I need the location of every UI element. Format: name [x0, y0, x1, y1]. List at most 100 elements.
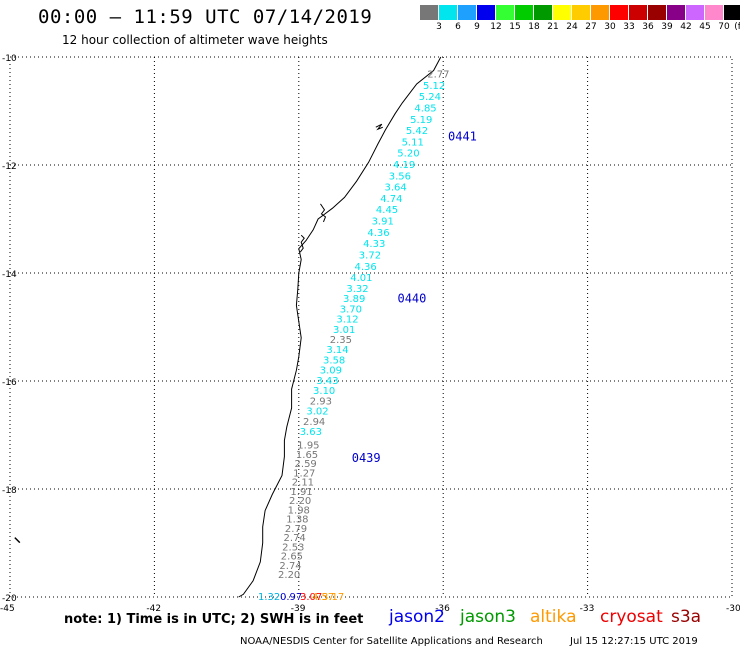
wave-height-reading: 4.57	[312, 592, 334, 603]
coastline	[238, 56, 442, 598]
wave-height-reading: 5.12	[423, 81, 445, 92]
color-scale-swatch	[572, 5, 591, 20]
wave-height-reading: 1.38	[286, 515, 308, 526]
wave-height-reading: 1.98	[288, 505, 310, 516]
longitude-tick-label: -36	[435, 604, 450, 614]
color-scale-swatch	[496, 5, 515, 20]
wave-height-reading: 1.27	[293, 468, 315, 479]
legend-item-s3a: s3a	[671, 607, 702, 627]
wave-height-reading: 2.65	[281, 552, 303, 563]
color-scale-label: (ft)	[734, 22, 740, 32]
wave-height-reading: 3.43	[316, 376, 338, 387]
color-scale-label: 18	[528, 22, 540, 32]
legend-item-altika: altika	[530, 607, 577, 627]
wave-height-reading: 2.53	[282, 542, 304, 553]
footer-timestamp: Jul 15 12:27:15 UTC 2019	[570, 636, 698, 647]
latitude-tick-label: -16	[2, 378, 17, 388]
wave-height-reading: 3.12	[336, 315, 358, 326]
color-scale-swatch	[591, 5, 610, 20]
wave-height-reading: 4.01	[350, 273, 372, 284]
color-scale-label: 36	[642, 22, 654, 32]
latitude-tick-label: -18	[2, 486, 17, 496]
footer: NOAA/NESDIS Center for Satellite Applica…	[240, 636, 722, 647]
wave-height-reading: 3.17	[322, 592, 344, 603]
wave-height-reading: 1.32	[258, 592, 280, 603]
wave-height-reading: 5.24	[419, 92, 441, 103]
latitude-tick-label: -20	[2, 594, 17, 604]
color-scale-swatch	[534, 5, 553, 20]
legend-item-jason3: jason3	[460, 607, 516, 627]
color-scale-swatch	[724, 5, 740, 20]
color-scale-swatch	[629, 5, 648, 20]
color-scale-swatch	[553, 5, 572, 20]
wave-height-reading: 4.33	[363, 239, 385, 250]
map-title: 00:00 – 11:59 UTC 07/14/2019	[38, 6, 373, 28]
wave-height-reading: 2.35	[330, 335, 352, 346]
color-scale-label: 27	[585, 22, 597, 32]
color-scale-label: 9	[474, 22, 480, 32]
color-scale-swatch	[420, 5, 439, 20]
color-scale-label: 30	[604, 22, 616, 32]
longitude-tick-label: -30	[726, 604, 740, 614]
color-scale-swatch	[686, 5, 705, 20]
wave-height-reading: 5.19	[410, 115, 432, 126]
wave-height-reading: 3.91	[372, 217, 394, 228]
color-scale-label: 70	[718, 22, 730, 32]
color-scale-swatch	[477, 5, 496, 20]
wave-height-reading: 2.20	[278, 570, 300, 581]
wave-height-reading: 1.91	[290, 487, 312, 498]
wave-height-reading: 3.14	[326, 345, 348, 356]
wave-height-reading: 3.07	[300, 592, 322, 603]
wave-height-reading: 5.42	[406, 126, 428, 137]
wave-height-reading: 3.64	[384, 183, 406, 194]
wave-height-reading: 4.74	[380, 194, 402, 205]
color-scale-label: 12	[490, 22, 502, 32]
wave-height-reading: 4.19	[393, 160, 415, 171]
color-scale-swatch	[705, 5, 724, 20]
latitude-tick-label: -14	[2, 270, 17, 280]
color-scale-label: 42	[680, 22, 692, 32]
wave-height-reading: 2.74	[279, 561, 301, 572]
island-outline	[299, 234, 305, 253]
longitude-tick-label: -45	[0, 604, 15, 614]
wave-height-reading: 5.20	[397, 149, 419, 160]
wave-height-reading: 2.77	[427, 70, 449, 81]
wave-height-reading: 3.89	[343, 294, 365, 305]
wave-height-reading: 3.72	[359, 250, 381, 261]
latitude-tick-label: -12	[2, 162, 17, 172]
offshore-island	[14, 537, 21, 544]
wave-height-reading: 3.70	[340, 304, 362, 315]
color-scale-label: 3	[436, 22, 442, 32]
latitude-tick-label: -10	[2, 54, 17, 64]
longitude-tick-label: -42	[146, 604, 161, 614]
wave-height-reading: 4.85	[414, 103, 436, 114]
pass-id-label: 0440	[397, 292, 426, 306]
longitude-tick-label: -33	[580, 604, 595, 614]
color-scale	[420, 5, 740, 20]
wave-height-reading: 2.20	[289, 496, 311, 507]
wave-height-reading: 3.02	[306, 407, 328, 418]
color-scale-swatch	[610, 5, 629, 20]
color-scale-swatch	[515, 5, 534, 20]
color-scale-label: 45	[699, 22, 711, 32]
wave-height-reading: 2.79	[285, 524, 307, 535]
color-scale-label: 21	[547, 22, 559, 32]
pass-id-label: 0441	[448, 130, 477, 144]
wave-height-reading: 4.45	[376, 205, 398, 216]
wave-height-reading: 2.74	[284, 533, 306, 544]
longitude-tick-label: -39	[291, 604, 306, 614]
color-scale-swatch	[667, 5, 686, 20]
wave-height-reading: 1.65	[296, 450, 318, 461]
wave-height-reading: 0.97	[280, 592, 302, 603]
legend-item-cryosat: cryosat	[600, 607, 663, 627]
footer-credit: NOAA/NESDIS Center for Satellite Applica…	[240, 636, 543, 647]
wave-height-reading: 2.59	[295, 459, 317, 470]
color-scale-swatch	[439, 5, 458, 20]
bay-outline	[320, 203, 327, 223]
color-scale-label: 33	[623, 22, 635, 32]
pass-id-label: 0439	[352, 451, 381, 465]
wave-height-reading: 3.09	[320, 366, 342, 377]
legend-item-jason2: jason2	[389, 607, 445, 627]
color-scale-swatch	[648, 5, 667, 20]
